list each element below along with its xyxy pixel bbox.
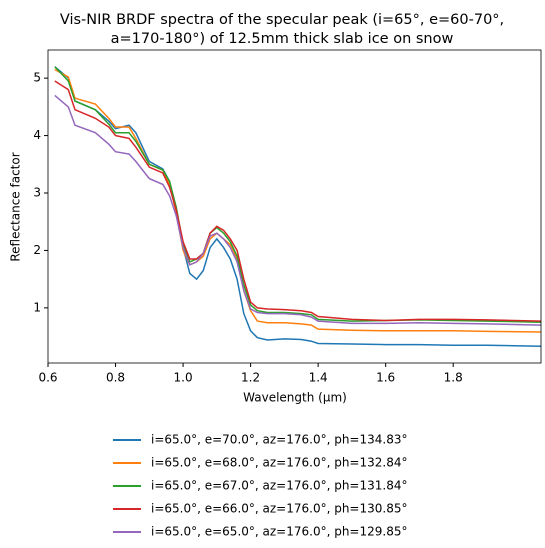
chart-title: a=170-180°) of 12.5mm thick slab ice on … [111, 31, 454, 47]
legend-label: i=65.0°, e=70.0°, az=176.0°, ph=134.83° [151, 433, 407, 447]
series-line [54, 80, 542, 322]
x-tick-label: 1.8 [444, 371, 463, 385]
x-tick-label: 1.4 [309, 371, 328, 385]
legend-label: i=65.0°, e=67.0°, az=176.0°, ph=131.84° [151, 479, 407, 493]
x-tick-label: 0.8 [106, 371, 125, 385]
plot-frame [47, 49, 542, 364]
series-line [54, 66, 542, 323]
y-tick-label: 3 [33, 186, 41, 200]
series-line [54, 68, 542, 333]
x-tick-label: 1.6 [376, 371, 395, 385]
series-line [54, 66, 542, 348]
chart-title: Vis-NIR BRDF spectra of the specular pea… [60, 12, 504, 28]
y-tick-label: 4 [33, 128, 41, 142]
x-tick-label: 0.6 [38, 371, 57, 385]
legend-label: i=65.0°, e=66.0°, az=176.0°, ph=130.85° [151, 502, 407, 516]
series-line [54, 94, 542, 326]
legend-label: i=65.0°, e=65.0°, az=176.0°, ph=129.85° [151, 525, 407, 539]
x-tick-label: 1.0 [174, 371, 193, 385]
x-axis-label: Wavelength (μm) [243, 391, 347, 405]
y-axis-label: Reflectance factor [9, 152, 23, 261]
y-tick-label: 5 [33, 71, 41, 85]
y-tick-label: 1 [33, 300, 41, 314]
y-tick-label: 2 [33, 243, 41, 257]
x-tick-label: 1.2 [241, 371, 260, 385]
legend-label: i=65.0°, e=68.0°, az=176.0°, ph=132.84° [151, 456, 407, 470]
